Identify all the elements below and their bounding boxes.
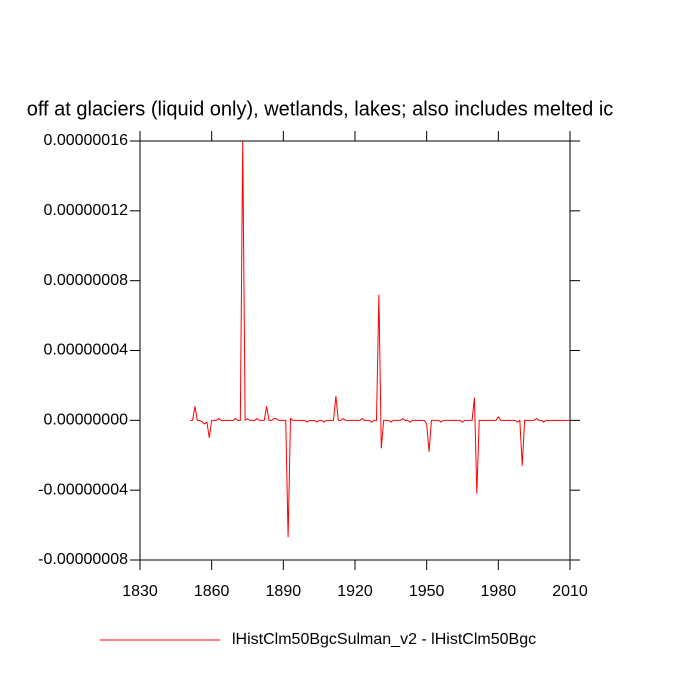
y-tick-label: -0.00000008 [38,551,128,568]
x-tick-label: 1890 [266,583,302,600]
x-tick-label: 2010 [552,583,588,600]
x-tick-label: 1980 [481,583,517,600]
y-tick-label: 0.00000012 [43,202,128,219]
y-tick-label: 0.00000016 [43,132,128,149]
plot-frame [139,140,571,561]
y-tick-label: -0.00000004 [38,481,128,498]
legend-label: lHistClm50BgcSulman_v2 - lHistClm50Bgc [232,631,536,648]
x-tick-label: 1920 [337,583,373,600]
data-line [190,140,570,538]
y-tick-label: 0.00000004 [43,342,128,359]
x-tick-label: 1830 [122,583,158,600]
y-tick-label: 0.00000008 [43,272,128,289]
y-tick-label: 0.00000000 [43,412,128,429]
x-tick-label: 1860 [194,583,230,600]
x-tick-label: 1950 [409,583,445,600]
chart-title: off at glaciers (liquid only), wetlands,… [27,98,614,120]
